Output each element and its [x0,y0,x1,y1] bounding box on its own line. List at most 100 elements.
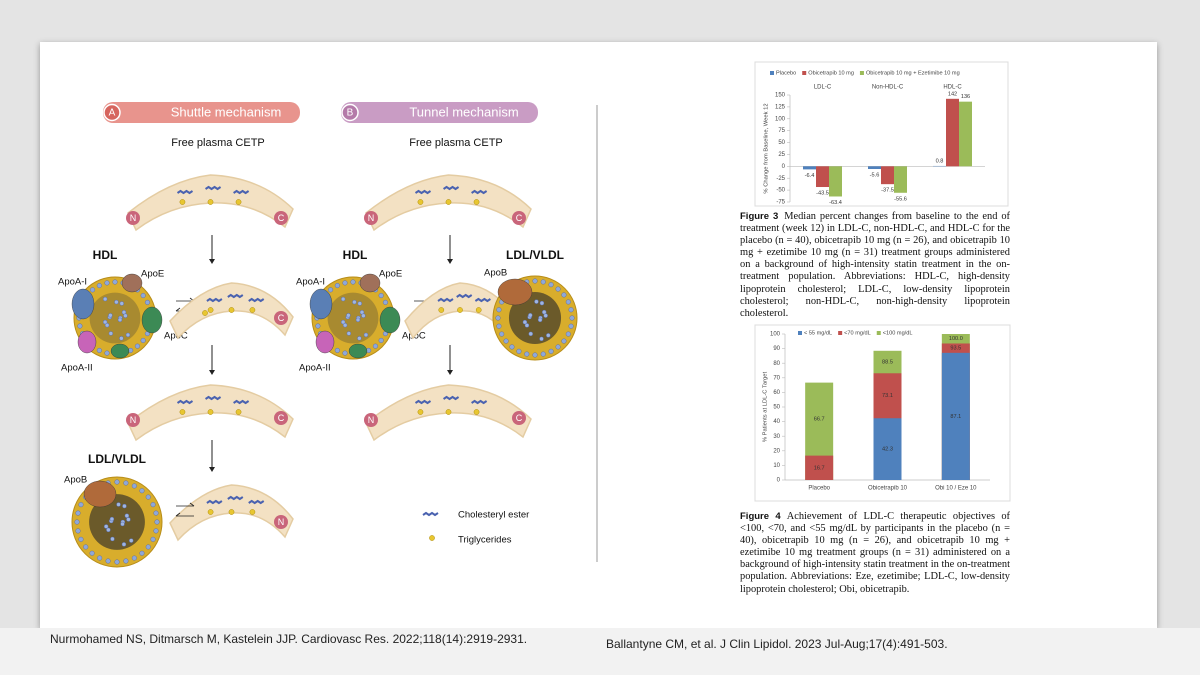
ce-dot [116,502,121,507]
ce-dot [534,299,539,304]
value-label: 88.5 [882,360,893,366]
ce-dot [568,323,574,329]
label: ApoE [379,269,402,280]
legend-label: < 55 mg/dL [804,330,832,336]
ce-dot [342,350,348,356]
terminal-marker [274,411,288,425]
ce-dot [102,319,108,325]
ce-dot [346,313,351,318]
citation: Ballantyne CM, et al. J Clin Lipidol. 20… [606,637,948,651]
lipoprotein-core [508,291,562,345]
arrow [175,512,194,517]
apolipoprotein [121,273,143,293]
y-tick-label: 30 [773,434,780,440]
tg-icon [445,199,452,205]
label: Triglycerides [458,535,512,546]
ce-dot [357,336,362,341]
label: ApoA-II [61,363,93,374]
caption-text: Median percent changes from baseline to … [740,211,1010,319]
ce-dot [361,313,366,318]
ce-dot [546,333,551,338]
ce-dot [108,313,113,318]
ce-dot [524,351,530,357]
ce-icon [414,399,432,405]
legend-label: Obicetrapib 10 mg + Ezetimibe 10 mg [866,70,960,76]
y-tick-label: 75 [778,128,785,134]
ce-dot [114,299,119,305]
terminal-marker [512,411,526,425]
y-tick-label: 40 [773,419,780,425]
legend-swatch [802,71,807,75]
arrow [176,502,195,507]
y-tick-label: 60 [773,390,780,396]
value-label: 136 [961,94,970,100]
ce-icon [227,495,244,501]
legend-swatch [798,331,802,335]
apolipoprotein [77,330,97,354]
ce-dot [140,293,146,299]
apolipoprotein [379,306,401,334]
tg-icon [202,310,208,316]
ce-dot [103,524,109,529]
ce-dot [104,350,110,356]
panel-header [103,102,300,123]
ce-dot [548,282,554,288]
ce-dot [114,479,120,485]
ce-dot [139,488,145,494]
category-label: Placebo [808,486,830,492]
apolipoprotein [141,306,163,334]
ce-dot [499,331,505,337]
ce-dot [104,323,110,328]
ce-dot [134,343,140,349]
tg-icon [445,409,452,415]
ce-dot [543,313,548,318]
caption-label: Figure 4 [740,511,781,522]
arrow-head [447,370,453,375]
ce-dot [528,313,533,318]
label: ApoE [141,269,164,280]
bar [959,101,972,167]
lipoprotein-core [327,292,379,344]
ce-dot [140,337,146,343]
lipoprotein-core [89,292,141,344]
ce-dot [528,331,533,337]
caption: Figure 3 Median percent changes from base… [740,211,1010,320]
ce-icon [414,189,432,195]
tg-icon [207,509,214,515]
bar [868,166,881,169]
ce-dot [123,480,129,486]
tg-icon [438,307,445,313]
terminal-marker [274,211,288,225]
ce-dot [565,331,571,337]
y-tick-label: 10 [773,463,780,469]
apolipoprotein [497,278,533,306]
ce-dot [532,352,538,358]
ce-dot [537,317,543,323]
label: HDL [93,248,118,262]
ce-dot [153,510,159,516]
ce-icon [206,499,223,505]
ce-dot [352,299,357,305]
y-tick-label: 100 [770,332,781,338]
ce-dot [334,347,340,353]
ce-dot [110,536,115,542]
ce-dot [568,307,574,313]
value-label: 142 [948,91,957,97]
ce-icon [248,297,265,303]
bar [829,166,842,197]
tg-icon [179,199,186,205]
y-tick-label: 90 [773,346,780,352]
legend-label: <100 mg/dL [883,330,913,336]
ce-dot [334,283,340,289]
ce-dot [145,544,151,550]
ce-dot [342,323,348,328]
bar [941,352,970,480]
category-label: HDL-C [943,85,962,91]
ce-dot [569,315,575,321]
label: A [109,108,116,119]
ce-dot [96,283,102,289]
ce-dot [114,559,120,565]
ce-dot [119,301,124,306]
ce-icon [437,297,454,303]
